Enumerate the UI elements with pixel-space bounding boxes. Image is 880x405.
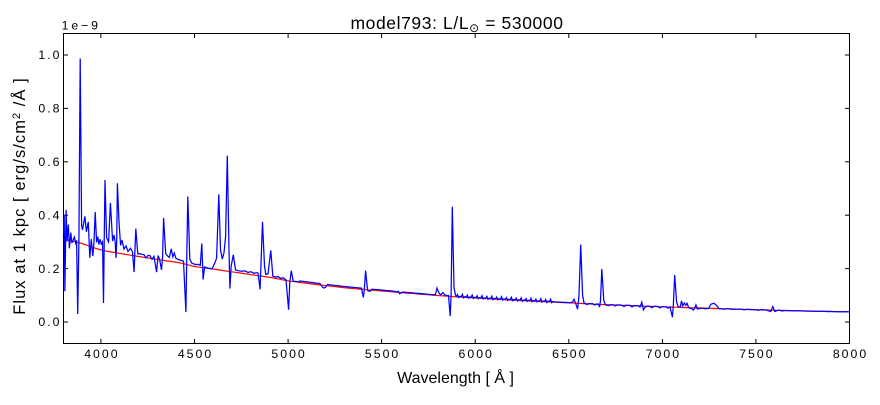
svg-text:Flux at 1 kpc [ erg/s/cm2 /Å ]: Flux at 1 kpc [ erg/s/cm2 /Å ]: [10, 77, 29, 315]
svg-text:0.0: 0.0: [38, 315, 61, 329]
svg-text:0.6: 0.6: [38, 155, 61, 169]
svg-text:6500: 6500: [552, 347, 587, 361]
svg-text:4500: 4500: [178, 347, 213, 361]
svg-text:6000: 6000: [459, 347, 494, 361]
svg-text:Wavelength [ Å ]: Wavelength [ Å ]: [397, 368, 514, 387]
svg-text:0.2: 0.2: [38, 262, 61, 276]
svg-text:5500: 5500: [365, 347, 400, 361]
svg-text:8000: 8000: [833, 347, 868, 361]
svg-text:4000: 4000: [84, 347, 119, 361]
svg-text:1.0: 1.0: [38, 48, 61, 62]
svg-text:0.8: 0.8: [38, 102, 61, 116]
svg-text:7500: 7500: [739, 347, 774, 361]
svg-text:0.4: 0.4: [38, 208, 61, 222]
svg-text:5000: 5000: [271, 347, 306, 361]
svg-text:model793: L/L⊙ = 530000: model793: L/L⊙ = 530000: [350, 13, 563, 35]
svg-text:7000: 7000: [646, 347, 681, 361]
svg-text:1e−9: 1e−9: [62, 19, 101, 33]
